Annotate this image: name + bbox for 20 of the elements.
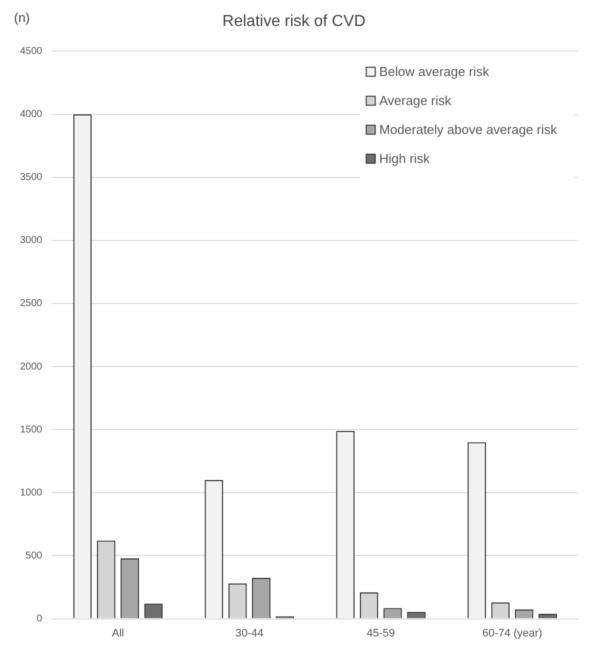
y-tick-label: 1500 bbox=[20, 424, 43, 436]
y-tick-label: 500 bbox=[26, 550, 43, 562]
y-tick-label: 0 bbox=[36, 614, 43, 625]
x-tick-label: 30-44 bbox=[235, 627, 264, 640]
chart-title: Relative risk of CVD bbox=[222, 13, 366, 30]
x-tick-label: 45-59 bbox=[366, 627, 395, 640]
legend-label: Moderately above average risk bbox=[379, 122, 558, 137]
y-tick-label: 2500 bbox=[20, 298, 43, 310]
y-tick-label: 4000 bbox=[20, 109, 43, 120]
y-tick-label: 2000 bbox=[20, 361, 43, 372]
legend-label: Below average risk bbox=[379, 64, 490, 79]
legend-label: High risk bbox=[379, 150, 430, 166]
y-tick-label: 4500 bbox=[20, 46, 43, 57]
y-tick-label: 3500 bbox=[20, 172, 43, 184]
y-tick-label: 3000 bbox=[20, 235, 43, 246]
x-tick-label: 60-74 (year) bbox=[482, 627, 542, 640]
y-axis-title: (n) bbox=[14, 10, 30, 26]
legend-label: Average risk bbox=[379, 92, 452, 108]
x-tick-label: All bbox=[112, 627, 124, 640]
y-tick-label: 1000 bbox=[20, 487, 43, 498]
